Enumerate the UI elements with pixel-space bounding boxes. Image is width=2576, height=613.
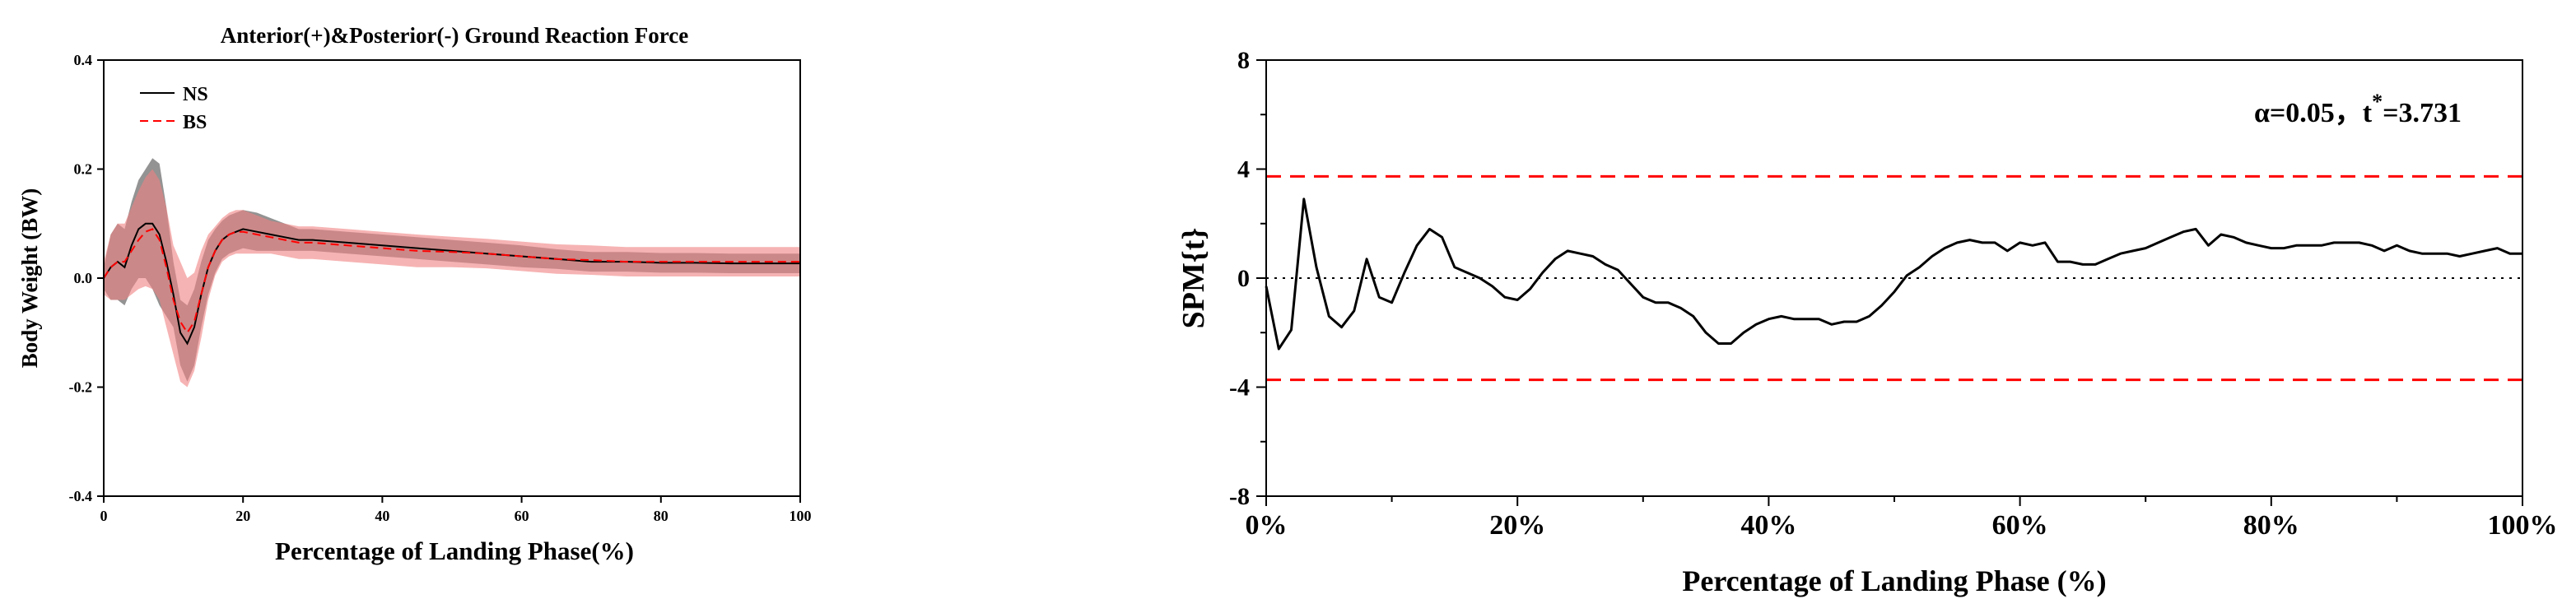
y-tick-label: 8 xyxy=(1237,47,1250,74)
grf-bands xyxy=(104,158,800,388)
legend-ns-label: NS xyxy=(183,84,208,105)
spm-y-ticks: -8 -4 0 4 8 xyxy=(1229,47,1266,510)
x-tick-label: 20% xyxy=(1489,510,1545,541)
grf-chart-title: Anterior(+)&Posterior(-) Ground Reaction… xyxy=(221,23,688,48)
x-tick-label: 80% xyxy=(2243,510,2299,541)
y-tick-label: -0.4 xyxy=(69,488,93,504)
x-tick-label: 100% xyxy=(2488,510,2558,541)
y-tick-label: 0.0 xyxy=(74,270,93,286)
spm-annotation-suffix: =3.731 xyxy=(2383,98,2462,128)
spm-reference-lines xyxy=(1266,174,2522,382)
x-tick-label: 60% xyxy=(1992,510,2048,541)
y-tick-label: -0.2 xyxy=(69,379,93,396)
x-tick-label: 100 xyxy=(790,508,812,524)
grf-y-axis-label: Body Weight (BW) xyxy=(17,188,42,369)
spm-x-ticks: 0% 20% 40% 60% 80% 100% xyxy=(1246,496,2558,541)
spm-t-curve xyxy=(1265,197,2522,351)
grf-x-ticks: 0 20 40 60 80 100 xyxy=(100,496,812,524)
y-tick-label: -4 xyxy=(1229,374,1250,402)
legend-bs-label: BS xyxy=(183,112,207,133)
spm-x-axis-label: Percentage of Landing Phase (%) xyxy=(1682,564,2106,597)
x-tick-label: 40% xyxy=(1740,510,1796,541)
x-tick-label: 0 xyxy=(100,508,108,524)
spm-chart: -8 -4 0 4 8 0% 20% 40% 60% 80% 100% SPM{t} Percen… xyxy=(1176,47,2558,597)
spm-annotation-prefix: α=0.05，t xyxy=(2254,98,2373,128)
spm-curve xyxy=(1265,197,2522,351)
series-line-bs xyxy=(103,228,800,335)
spm-y-axis-label: SPM{t} xyxy=(1176,228,1211,329)
y-tick-label: 0.2 xyxy=(74,161,93,178)
x-tick-label: 20 xyxy=(235,508,250,524)
x-tick-label: 40 xyxy=(375,508,389,524)
y-tick-label: 0.4 xyxy=(74,52,93,68)
grf-x-axis-label: Percentage of Landing Phase(%) xyxy=(275,536,634,565)
y-tick-label: 0 xyxy=(1237,265,1250,292)
grf-y-ticks: -0.4 -0.2 0.0 0.2 0.4 xyxy=(69,52,104,504)
grf-lines xyxy=(103,222,800,346)
grf-chart: Anterior(+)&Posterior(-) Ground Reaction… xyxy=(17,23,812,565)
grf-legend: NS BS xyxy=(140,84,208,133)
y-tick-label: -8 xyxy=(1229,483,1250,510)
spm-annotation: α=0.05，t*=3.731 xyxy=(2254,90,2462,128)
x-tick-label: 80 xyxy=(654,508,668,524)
x-tick-label: 60 xyxy=(515,508,529,524)
spm-annotation-sup: * xyxy=(2372,90,2383,114)
band-bs xyxy=(104,169,800,388)
x-tick-label: 0% xyxy=(1246,510,1288,541)
y-tick-label: 4 xyxy=(1237,156,1250,183)
